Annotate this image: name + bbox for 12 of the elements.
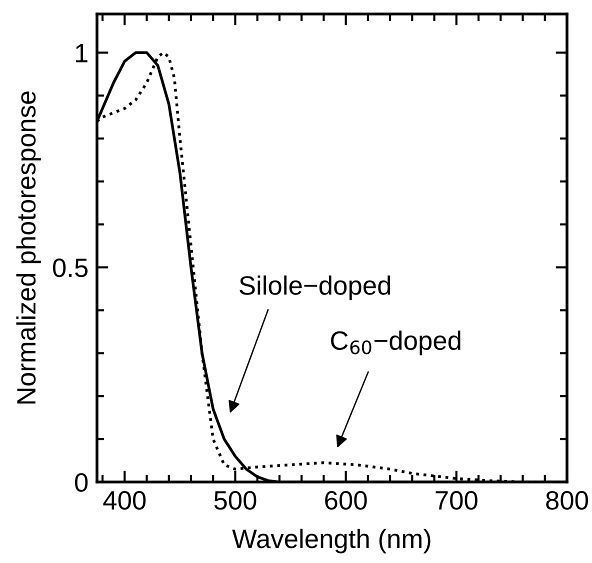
- x-tick-label: 600: [325, 491, 367, 510]
- x-axis-title: Wavelength (nm): [232, 528, 430, 554]
- annotation: C$_{60}$−doped: [331, 330, 460, 356]
- y-tick-label: 0.5: [53, 258, 88, 278]
- y-axis-title: Normalized photoresponse: [16, 91, 41, 404]
- y-tick-label: 0: [75, 473, 88, 492]
- x-tick-label: 400: [103, 491, 146, 510]
- annotation: Silole−doped: [240, 275, 390, 300]
- x-tick-label: 800: [546, 491, 588, 510]
- y-tick-label: 1: [76, 44, 88, 62]
- x-tick-label: 500: [214, 491, 256, 510]
- x-tick-label: 700: [436, 491, 478, 510]
